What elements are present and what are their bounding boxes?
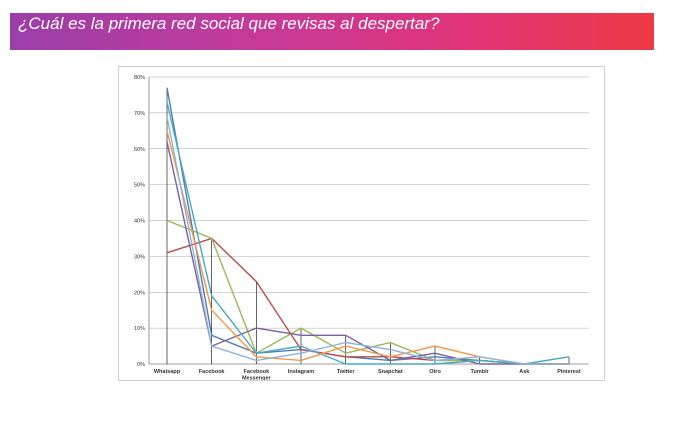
y-tick-label: 30% (134, 254, 145, 260)
header-banner: ¿Cuál es la primera red social que revis… (10, 13, 654, 50)
x-tick-label: Facebook (199, 369, 226, 375)
series-line (166, 101, 570, 365)
x-tick-labels: Whatsapp Facebook Facebook Messenger Instagr… (154, 369, 581, 380)
x-tick-label: Tumblr (471, 369, 490, 375)
series-line (166, 116, 569, 365)
drop-lines (166, 87, 570, 364)
grid-lines (149, 76, 589, 329)
series-line (166, 237, 569, 365)
x-tick-label: Snapchat (378, 369, 403, 375)
x-tick-label: Facebook Messenger (242, 369, 272, 380)
page-title: ¿Cuál es la primera red social que revis… (18, 14, 440, 33)
y-tick-label: 20% (134, 290, 145, 296)
y-tick-label: 40% (134, 219, 145, 225)
x-tick-label: Otro (429, 369, 441, 375)
x-tick-label: Ask (519, 369, 530, 375)
series-lines (166, 87, 570, 365)
x-tick-label: Pinterest (557, 369, 581, 375)
x-tick-label: Twitter (337, 369, 355, 375)
y-tick-label: 50% (134, 183, 145, 189)
series-line (166, 130, 569, 365)
y-tick-labels: 0% 10% 20% 30% 40% 50% 60% 70% 80% (134, 75, 145, 368)
series-line (166, 87, 569, 365)
x-tick-label: Instagram (288, 369, 314, 375)
y-tick-label: 10% (134, 326, 145, 332)
y-tick-label: 80% (134, 75, 145, 81)
line-chart: 0% 10% 20% 30% 40% 50% 60% 70% 80% Whatsapp Faceb… (134, 75, 589, 380)
x-tick-label: Whatsapp (154, 369, 181, 375)
series-line (166, 141, 569, 365)
y-tick-label: 0% (137, 362, 145, 368)
y-tick-label: 60% (134, 147, 145, 153)
chart-frame: 0% 10% 20% 30% 40% 50% 60% 70% 80% Whatsapp Faceb… (118, 66, 605, 381)
y-tick-label: 70% (134, 111, 145, 117)
